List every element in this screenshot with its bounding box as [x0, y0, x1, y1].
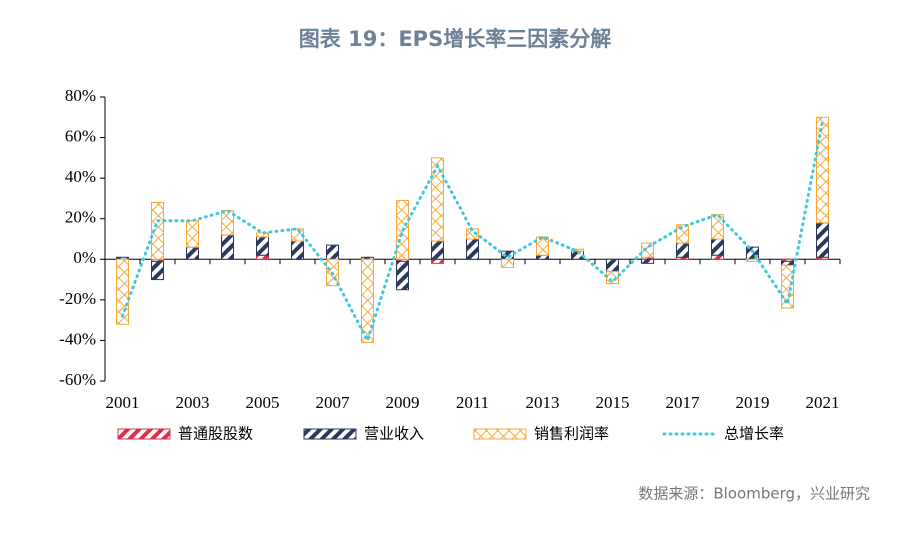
- y-tick-label: 40%: [65, 167, 96, 186]
- source-note: 数据来源：Bloomberg，兴业研究: [638, 485, 870, 503]
- legend-swatch: [117, 428, 171, 440]
- bar-segment: [431, 157, 444, 242]
- bar-segment: [221, 234, 234, 260]
- legend-label: 总增长率: [724, 425, 784, 443]
- y-tick-label: -60%: [59, 370, 96, 389]
- x-tick-label: 2003: [176, 393, 210, 412]
- x-tick-label: 2019: [736, 393, 770, 412]
- bar-segment: [501, 258, 514, 268]
- bar-segment: [711, 238, 724, 256]
- bar-segment: [606, 270, 619, 285]
- bar-segment: [116, 258, 129, 325]
- bar-segment: [816, 116, 829, 224]
- y-tick-label: -20%: [59, 289, 96, 308]
- bar-segment: [151, 201, 164, 260]
- bar-segment: [221, 210, 234, 236]
- y-tick-label: 80%: [65, 86, 96, 105]
- x-tick-label: 2009: [386, 393, 420, 412]
- bar-segment: [781, 264, 794, 309]
- legend-swatch: [303, 428, 357, 440]
- bar-segment: [536, 254, 549, 260]
- chart-title: 图表 19：EPS增长率三因素分解: [299, 27, 611, 51]
- bar-segment: [431, 258, 444, 264]
- legend-swatch: [473, 428, 527, 440]
- bar-segment: [256, 232, 269, 238]
- bar-segment: [466, 238, 479, 260]
- legend-label: 营业收入: [364, 425, 424, 443]
- x-tick-label: 2015: [596, 393, 630, 412]
- bar-segment: [816, 222, 829, 258]
- x-tick-label: 2011: [456, 393, 489, 412]
- x-tick-label: 2017: [666, 393, 701, 412]
- y-tick-label: 60%: [65, 126, 96, 145]
- bar-segment: [606, 258, 619, 272]
- y-tick-label: -40%: [59, 329, 96, 348]
- y-tick-label: 0%: [73, 248, 96, 267]
- bar-segment: [186, 246, 199, 260]
- total-line: [121, 119, 824, 345]
- bar-segment: [291, 240, 304, 260]
- bar-segment: [151, 260, 164, 281]
- bar-segment: [256, 236, 269, 256]
- x-tick-label: 2021: [806, 393, 840, 412]
- bar-segment: [326, 244, 339, 260]
- y-tick-label: 20%: [65, 208, 96, 227]
- bar-segment: [781, 260, 794, 266]
- bar-segment: [676, 224, 689, 244]
- x-tick-label: 2007: [316, 393, 351, 412]
- bar-segment: [186, 220, 199, 248]
- bar-segment: [746, 258, 759, 262]
- bar-segment: [256, 254, 269, 260]
- x-tick-label: 2013: [526, 393, 560, 412]
- bar-segment: [431, 240, 444, 260]
- bar-segment: [711, 254, 724, 260]
- x-tick-label: 2001: [106, 393, 140, 412]
- bar-segment: [711, 214, 724, 240]
- bar-segment: [536, 236, 549, 256]
- bar-segment: [641, 258, 654, 264]
- bar-segment: [396, 260, 409, 291]
- legend-label: 销售利润率: [534, 425, 609, 443]
- bar-segment: [676, 242, 689, 258]
- legend-label: 普通股股数: [178, 425, 253, 443]
- bar-segment: [361, 258, 374, 343]
- x-tick-label: 2005: [246, 393, 280, 412]
